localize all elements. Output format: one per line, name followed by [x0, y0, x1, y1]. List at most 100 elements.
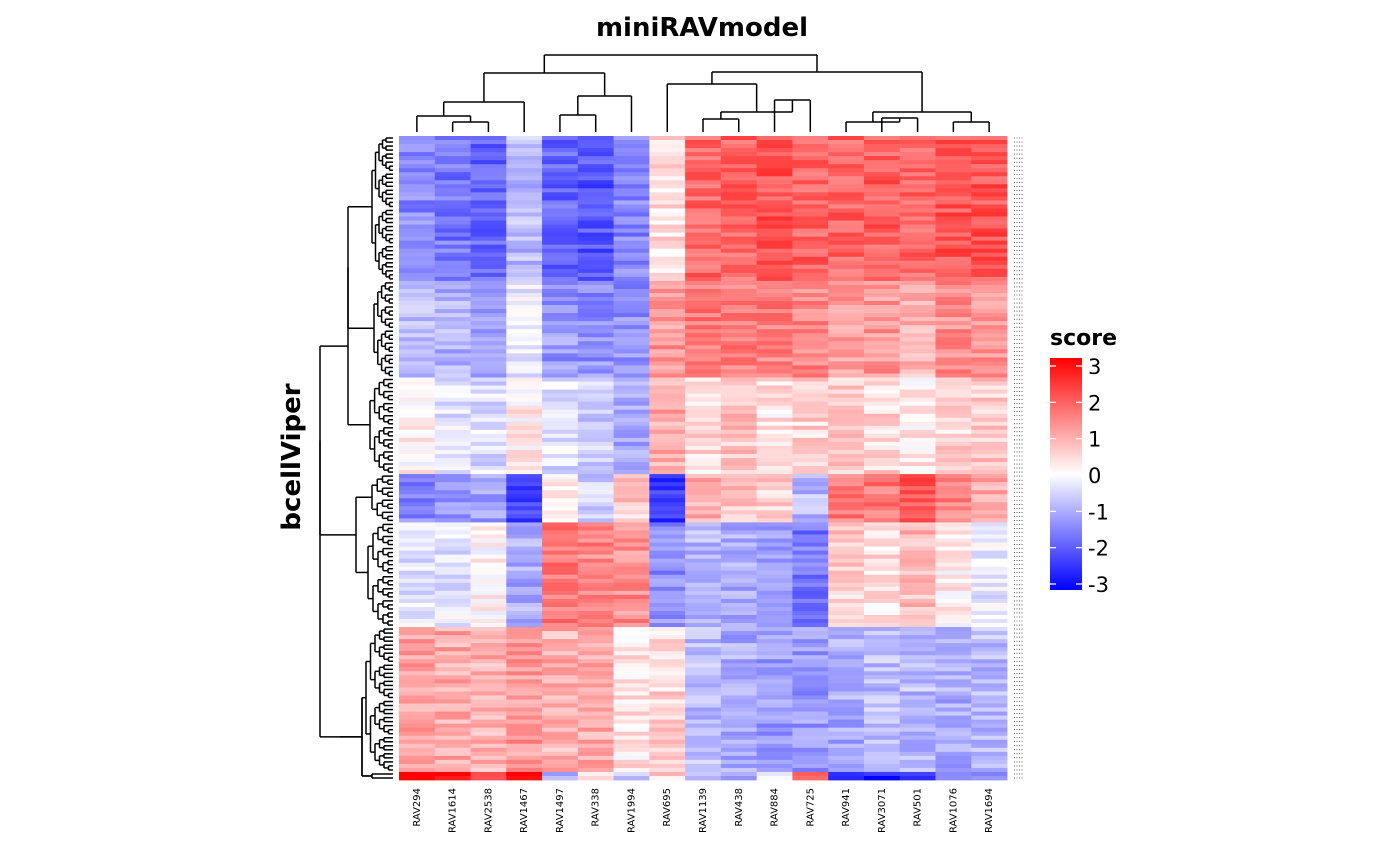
heatmap-cell [685, 582, 722, 588]
heatmap-cell [649, 256, 686, 262]
heatmap-cell [685, 610, 722, 616]
heatmap-cell [613, 240, 650, 246]
heatmap-cell [613, 771, 650, 777]
heatmap-cell [577, 405, 614, 411]
heatmap-cell [720, 715, 758, 721]
heatmap-cell [720, 244, 758, 250]
heatmap-cell [542, 647, 579, 652]
heatmap-cell [649, 598, 686, 604]
heatmap-cell [792, 140, 829, 145]
heatmap-cell [434, 349, 471, 354]
heatmap-cell [756, 478, 793, 483]
heatmap-cell [720, 486, 758, 491]
heatmap-cell [756, 252, 793, 258]
heatmap-cell [577, 462, 614, 467]
heatmap-cell [577, 542, 614, 547]
heatmap-cell [828, 474, 865, 479]
heatmap-cell [899, 236, 936, 242]
heatmap-cell [899, 586, 936, 592]
heatmap-cell [756, 578, 793, 584]
heatmap-cell [792, 606, 829, 612]
heatmap-cell [863, 570, 901, 576]
heatmap-cell [434, 276, 471, 282]
heatmap-cell [935, 570, 972, 576]
heatmap-cell [792, 647, 829, 652]
heatmap-cell [542, 570, 579, 576]
heatmap-cell [506, 204, 543, 209]
heatmap-cell [971, 474, 1008, 479]
heatmap-cell [470, 743, 507, 749]
heatmap-cell [756, 747, 793, 753]
heatmap-cell [506, 208, 543, 213]
column-labels: RAV294 RAV1614 RAV2538 RAV1467 RAV1497 RAV338… [412, 788, 995, 833]
heatmap-cell [792, 240, 829, 246]
heatmap-cell [434, 578, 471, 584]
heatmap-cell [434, 522, 471, 527]
heatmap-cell [971, 244, 1008, 250]
heatmap-cell [685, 413, 722, 419]
heatmap-cell [971, 514, 1008, 519]
heatmap-cell [470, 409, 507, 415]
heatmap-cell [649, 594, 686, 600]
heatmap-cell [792, 474, 829, 479]
heatmap-cell [971, 715, 1008, 721]
heatmap-cell [935, 244, 972, 250]
heatmap-cell [434, 699, 471, 704]
heatmap-cell [542, 236, 579, 242]
heatmap-cell [863, 425, 901, 431]
heatmap-cell [720, 313, 758, 318]
heatmap-cell [399, 196, 436, 201]
heatmap-cell [613, 739, 650, 745]
heatmap-cell [935, 767, 972, 773]
heatmap-cell [792, 297, 829, 302]
heatmap-cell [863, 695, 901, 700]
heatmap-cell [506, 200, 543, 205]
heatmap-cell [935, 743, 972, 749]
heatmap-cell [399, 377, 436, 382]
heatmap-cell [470, 707, 507, 712]
heatmap-cell [577, 731, 614, 737]
heatmap-cell [720, 639, 758, 644]
heatmap-cell [685, 236, 722, 242]
heatmap-cell [506, 421, 543, 427]
heatmap-cell [506, 711, 543, 717]
heatmap-cell [756, 288, 793, 294]
heatmap-cell [399, 723, 436, 729]
heatmap-cell [470, 180, 507, 185]
heatmap-cell [685, 433, 722, 439]
heatmap-cell [506, 771, 543, 777]
heatmap-cell [577, 554, 614, 560]
heatmap-cell [577, 276, 614, 282]
heatmap-cell [828, 514, 865, 519]
heatmap-cell [685, 679, 722, 684]
heatmap-cell [971, 144, 1008, 149]
heatmap-cell [756, 538, 793, 543]
heatmap-cell [577, 361, 614, 366]
heatmap-cell [470, 647, 507, 652]
heatmap-cell [720, 389, 758, 395]
heatmap-cell [613, 164, 650, 169]
heatmap-cell [971, 204, 1008, 209]
heatmap-cell [542, 486, 579, 491]
heatmap-cell [971, 280, 1008, 286]
heatmap-cell [971, 284, 1008, 290]
heatmap-cell [399, 288, 436, 294]
heatmap-cell [685, 232, 722, 238]
heatmap-cell [613, 453, 650, 459]
heatmap-cell [506, 610, 543, 616]
heatmap-cell [828, 614, 865, 620]
heatmap-cell [863, 389, 901, 395]
heatmap-cell [971, 562, 1008, 568]
heatmap-cell [542, 699, 579, 704]
heatmap-cell [828, 248, 865, 254]
heatmap-cell [399, 176, 436, 181]
heatmap-cell [470, 494, 507, 499]
heatmap-cell [720, 747, 758, 753]
heatmap-cell [434, 333, 471, 338]
legend-tick-label: -3 [1088, 573, 1109, 597]
heatmap-cell [863, 176, 901, 181]
heatmap-cell [828, 590, 865, 596]
heatmap-cell [863, 594, 901, 600]
heatmap-cell [470, 144, 507, 149]
heatmap-cell [542, 675, 579, 680]
